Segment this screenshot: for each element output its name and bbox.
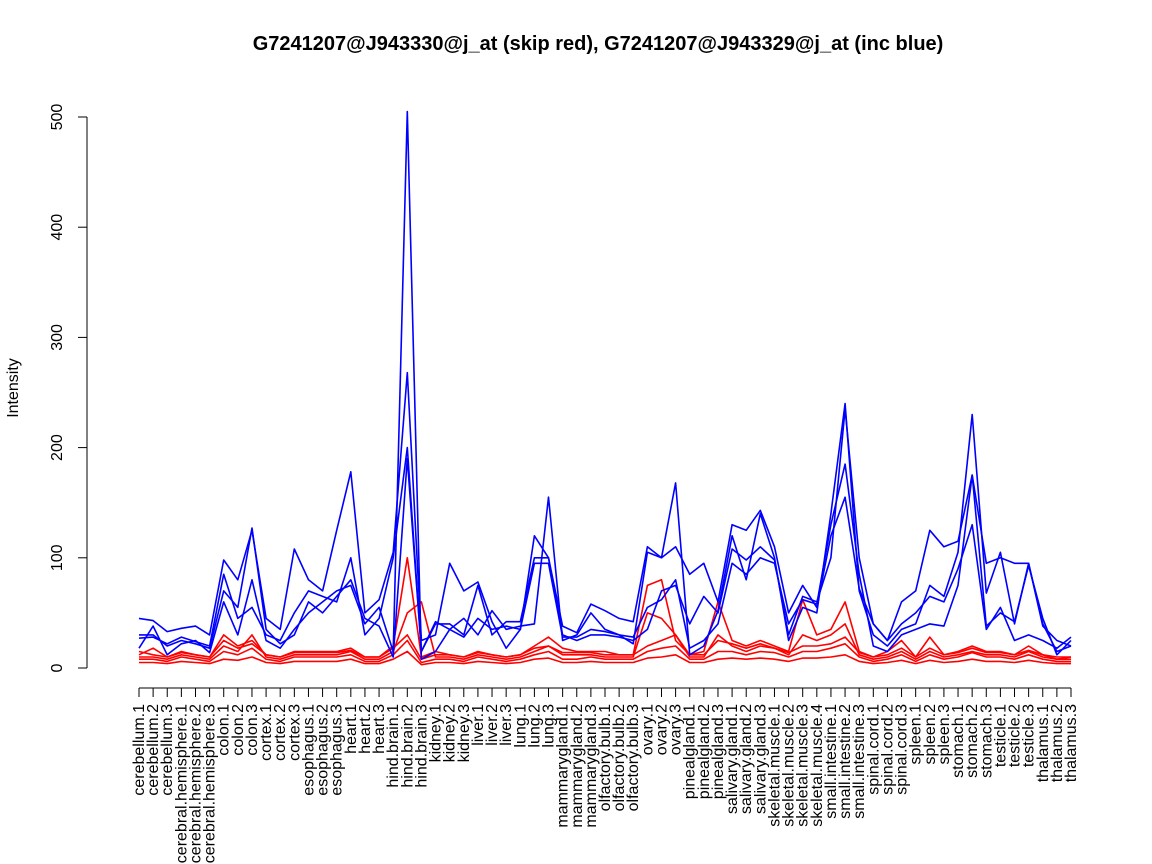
x-tick-label: cortex.1 [258, 704, 275, 761]
x-tick-label: lung.3 [541, 704, 558, 748]
x-tick-label: pinealgland.2 [696, 704, 713, 799]
x-tick-label: heart.3 [371, 704, 388, 754]
x-tick-label: ovary.1 [639, 704, 656, 755]
x-tick-label: colon.3 [244, 704, 261, 756]
x-tick-label: cerebellum.3 [159, 704, 176, 796]
x-tick-label: liver.3 [498, 704, 515, 746]
x-tick-label: stomach.2 [964, 704, 981, 778]
x-tick-label: stomach.3 [978, 704, 995, 778]
chart-title: G7241207@J943330@j_at (skip red), G72412… [253, 33, 944, 55]
x-tick-label: hind.brain.3 [413, 704, 430, 788]
x-tick-label: testicle.3 [1021, 704, 1038, 767]
x-tick-label: small.intestine.2 [837, 704, 854, 819]
x-tick-label: spleen.3 [936, 704, 953, 765]
x-tick-label: heart.2 [357, 704, 374, 754]
x-tick-label: salivary.gland.2 [738, 704, 755, 814]
y-tick-label: 0 [49, 663, 66, 672]
x-tick-label: kidney.3 [456, 704, 473, 763]
x-tick-label: liver.2 [484, 704, 501, 746]
x-tick-label: olfactory.bulb.3 [625, 704, 642, 811]
y-tick-label: 500 [49, 104, 66, 131]
x-tick-label: cerebellum.1 [131, 704, 148, 796]
x-tick-label: kidney.2 [442, 704, 459, 763]
x-tick-label: pinealgland.1 [682, 704, 699, 799]
x-tick-label: cortex.3 [286, 704, 303, 761]
series-line-skip-7 [139, 639, 1071, 664]
x-tick-label: skeletal.muscle.1 [766, 704, 783, 827]
series-line-inc-0 [138, 110, 1072, 661]
x-tick-label: olfactory.bulb.2 [611, 704, 628, 811]
x-tick-label: cerebral.hemisphere.1 [173, 704, 190, 863]
x-tick-label: hind.brain.1 [385, 704, 402, 788]
series-line-inc-2 [138, 408, 1072, 653]
x-tick-label: cortex.2 [272, 704, 289, 761]
x-tick-label: small.intestine.1 [823, 704, 840, 819]
x-tick-label: small.intestine.3 [851, 704, 868, 819]
x-tick-label: spleen.2 [922, 704, 939, 765]
x-tick-label: olfactory.bulb.1 [597, 704, 614, 811]
x-axis: cerebellum.1cerebellum.2cerebellum.3cere… [131, 687, 1080, 863]
x-tick-label: lung.1 [512, 704, 529, 748]
x-tick-label: esophagus.3 [329, 704, 346, 796]
x-tick-label: esophagus.2 [315, 704, 332, 796]
x-tick-label: ovary.3 [668, 704, 685, 755]
x-tick-label: skeletal.muscle.4 [809, 704, 826, 827]
x-tick-label: esophagus.1 [300, 704, 317, 796]
series-line-inc-1 [138, 371, 1072, 650]
x-tick-label: thalamus.2 [1049, 704, 1066, 782]
x-tick-label: cerebral.hemisphere.2 [187, 704, 204, 863]
y-axis: 0 100 200 300 400 500 [49, 104, 88, 672]
x-tick-label: hind.brain.2 [399, 704, 416, 788]
x-tick-label: colon.2 [230, 704, 247, 756]
x-tick-label: cerebellum.2 [145, 704, 162, 796]
x-tick-label: pinealgland.3 [710, 704, 727, 799]
x-tick-label: skeletal.muscle.2 [781, 704, 798, 827]
x-tick-label: colon.1 [216, 704, 233, 756]
series-line-inc-3 [139, 457, 1072, 658]
y-tick-label: 100 [49, 544, 66, 571]
y-tick-label: 300 [49, 324, 66, 351]
x-tick-label: lung.2 [526, 704, 543, 748]
y-tick-label: 400 [49, 214, 66, 241]
series-layer [138, 110, 1072, 666]
series-line-skip-4 [138, 556, 1072, 661]
x-tick-label: thalamus.1 [1035, 704, 1052, 782]
x-tick-label: stomach.1 [950, 704, 967, 778]
x-tick-label: testicle.1 [992, 704, 1009, 767]
x-tick-label: skeletal.muscle.3 [795, 704, 812, 827]
x-tick-label: salivary.gland.3 [752, 704, 769, 814]
y-axis-label: Intensity [5, 358, 22, 418]
x-tick-label: spinal.cord.3 [894, 704, 911, 795]
x-tick-label: ovary.2 [653, 704, 670, 755]
x-tick-label: testicle.2 [1007, 704, 1024, 767]
series-line-skip-8 [139, 650, 1071, 666]
x-tick-label: mammarygland.1 [555, 704, 572, 828]
x-tick-label: spleen.1 [908, 704, 925, 765]
x-tick-label: heart.1 [343, 704, 360, 754]
x-tick-label: salivary.gland.1 [724, 704, 741, 814]
x-tick-label: mammarygland.3 [583, 704, 600, 828]
series-line-skip-6 [138, 634, 1071, 661]
x-tick-label: liver.1 [470, 704, 487, 746]
x-tick-label: thalamus.3 [1063, 704, 1080, 782]
x-tick-label: spinal.cord.2 [879, 704, 896, 795]
series-line-skip-5 [139, 601, 1071, 661]
x-tick-label: mammarygland.2 [569, 704, 586, 828]
x-tick-label: cerebral.hemisphere.3 [202, 704, 219, 863]
x-tick-label: spinal.cord.1 [865, 704, 882, 795]
y-tick-label: 200 [49, 434, 66, 461]
x-tick-label: kidney.1 [428, 704, 445, 763]
